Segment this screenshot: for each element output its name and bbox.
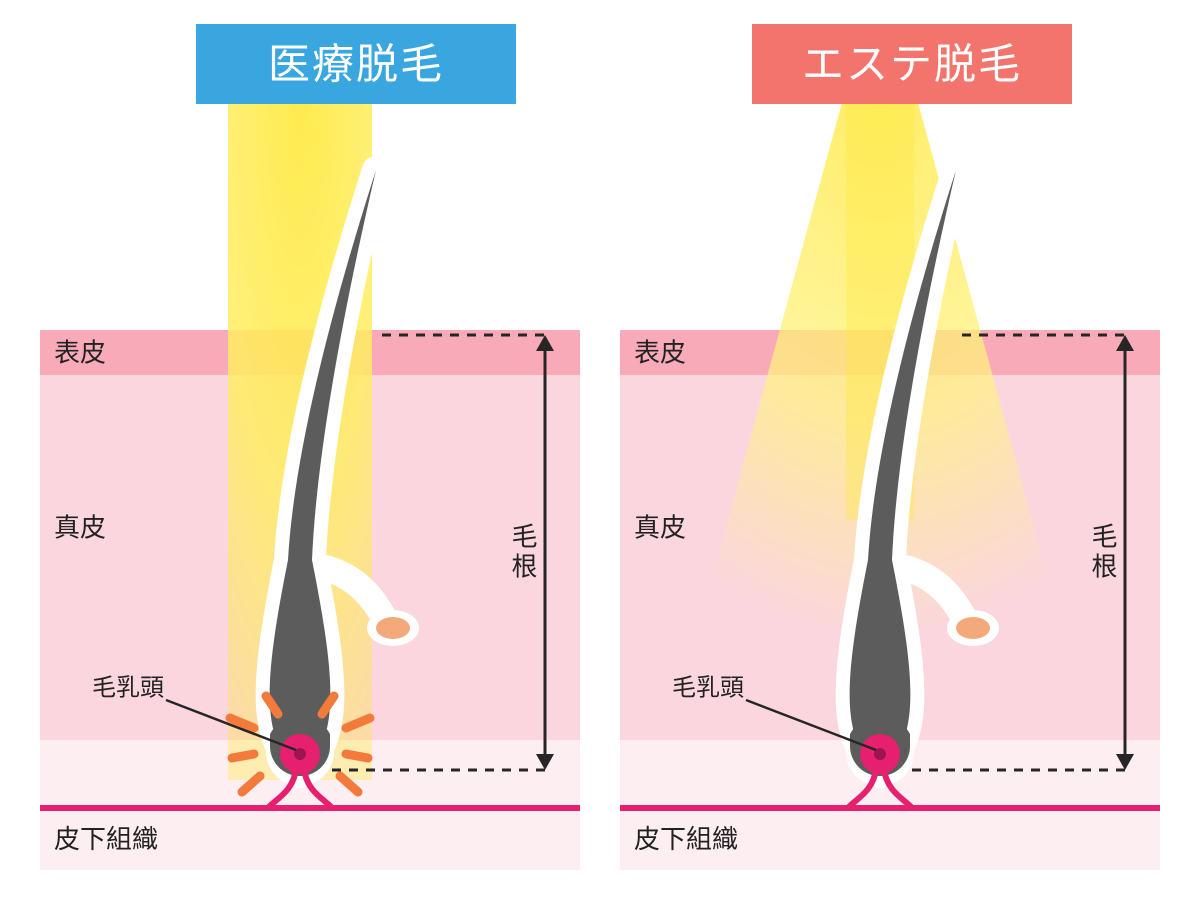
right-panel: 毛根毛乳頭 表皮真皮皮下組織 エステ脱毛 [620,24,1160,870]
label-papilla: 毛乳頭 [672,675,744,702]
label-hair-root: 毛根 [1088,522,1118,582]
label-epidermis: 表皮 [54,338,106,368]
label-subcutis: 皮下組織 [54,824,158,854]
label-dermis: 真皮 [634,513,686,543]
sebaceous-gland [376,617,410,639]
label-dermis: 真皮 [54,513,106,543]
label-subcutis: 皮下組織 [634,824,738,854]
left-title-text: 医療脱毛 [268,41,444,88]
label-papilla: 毛乳頭 [92,675,164,702]
label-hair-root: 毛根 [508,522,538,582]
left-panel: 毛根毛乳頭 表皮真皮皮下組織 医療脱毛 [40,24,580,870]
label-epidermis: 表皮 [634,338,686,368]
right-title-text: エステ脱毛 [802,41,1022,88]
diagram-svg: 毛根毛乳頭 表皮真皮皮下組織 医療脱毛毛根毛乳頭 表皮真皮皮下組織 エステ脱毛 [0,0,1200,900]
sebaceous-gland [956,617,990,639]
